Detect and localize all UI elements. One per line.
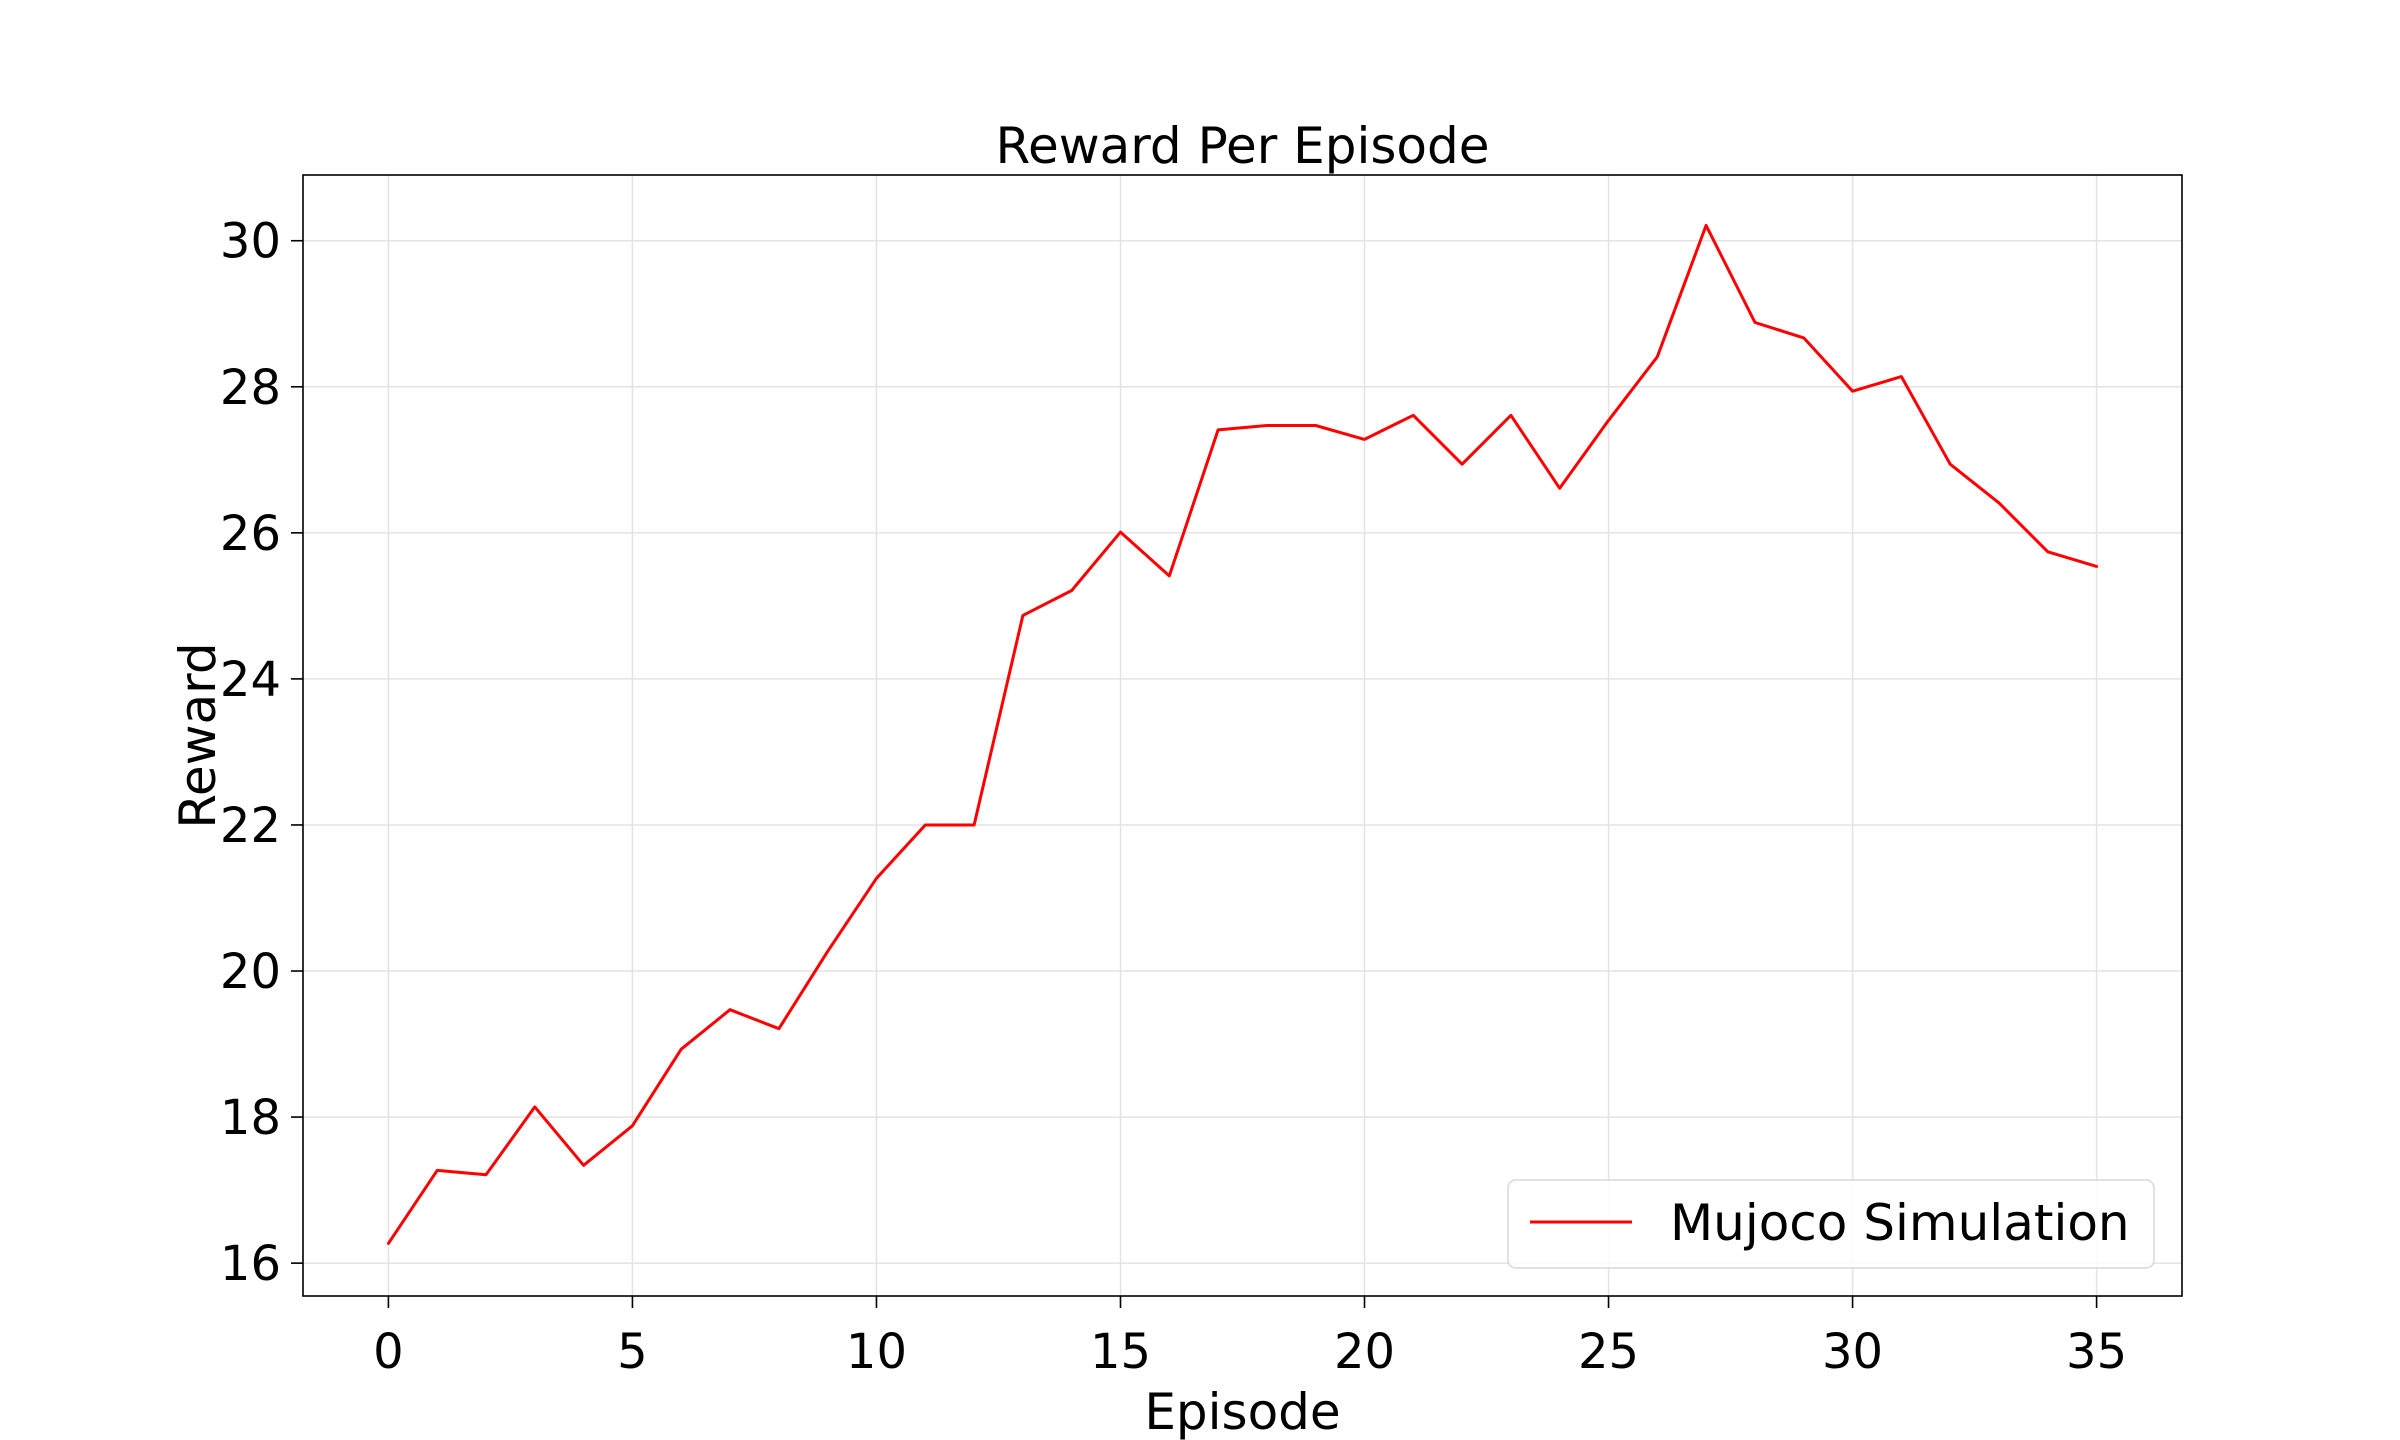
y-tick-label: 16 bbox=[220, 1236, 281, 1292]
y-tick-label: 22 bbox=[220, 798, 281, 854]
y-tick-label: 24 bbox=[220, 652, 281, 708]
x-tick-label: 20 bbox=[1334, 1324, 1395, 1380]
x-tick-label: 35 bbox=[2066, 1324, 2127, 1380]
legend: Mujoco Simulation bbox=[1507, 1179, 2155, 1269]
plot-area-frame bbox=[302, 174, 2183, 1297]
grid bbox=[303, 175, 2182, 1296]
chart-title: Reward Per Episode bbox=[995, 117, 1489, 175]
series-layer bbox=[386, 223, 2099, 1245]
x-tick-label: 10 bbox=[846, 1324, 907, 1380]
y-tick-label: 26 bbox=[220, 506, 281, 562]
y-tick-label: 20 bbox=[220, 944, 281, 1000]
series-line-mujoco-simulation bbox=[386, 223, 2099, 1245]
x-axis-title: Episode bbox=[1144, 1383, 1340, 1440]
x-tick-label: 15 bbox=[1090, 1324, 1151, 1380]
x-tick-label: 0 bbox=[373, 1324, 404, 1380]
x-tick-label: 30 bbox=[1822, 1324, 1883, 1380]
x-tick-label: 25 bbox=[1578, 1324, 1639, 1380]
legend-label-mujoco-simulation: Mujoco Simulation bbox=[1670, 1194, 2130, 1252]
y-axis-title: Reward bbox=[169, 642, 227, 828]
y-tick-label: 30 bbox=[220, 214, 281, 270]
y-tick-label: 28 bbox=[220, 360, 281, 416]
y-tick-label: 18 bbox=[220, 1090, 281, 1146]
legend-box bbox=[1507, 1179, 2155, 1269]
axis-ticks: 0 5 10 15 20 25 30 35 16 18 20 22 24 26 28 30 bbox=[220, 214, 2127, 1380]
x-tick-label: 5 bbox=[617, 1324, 648, 1380]
